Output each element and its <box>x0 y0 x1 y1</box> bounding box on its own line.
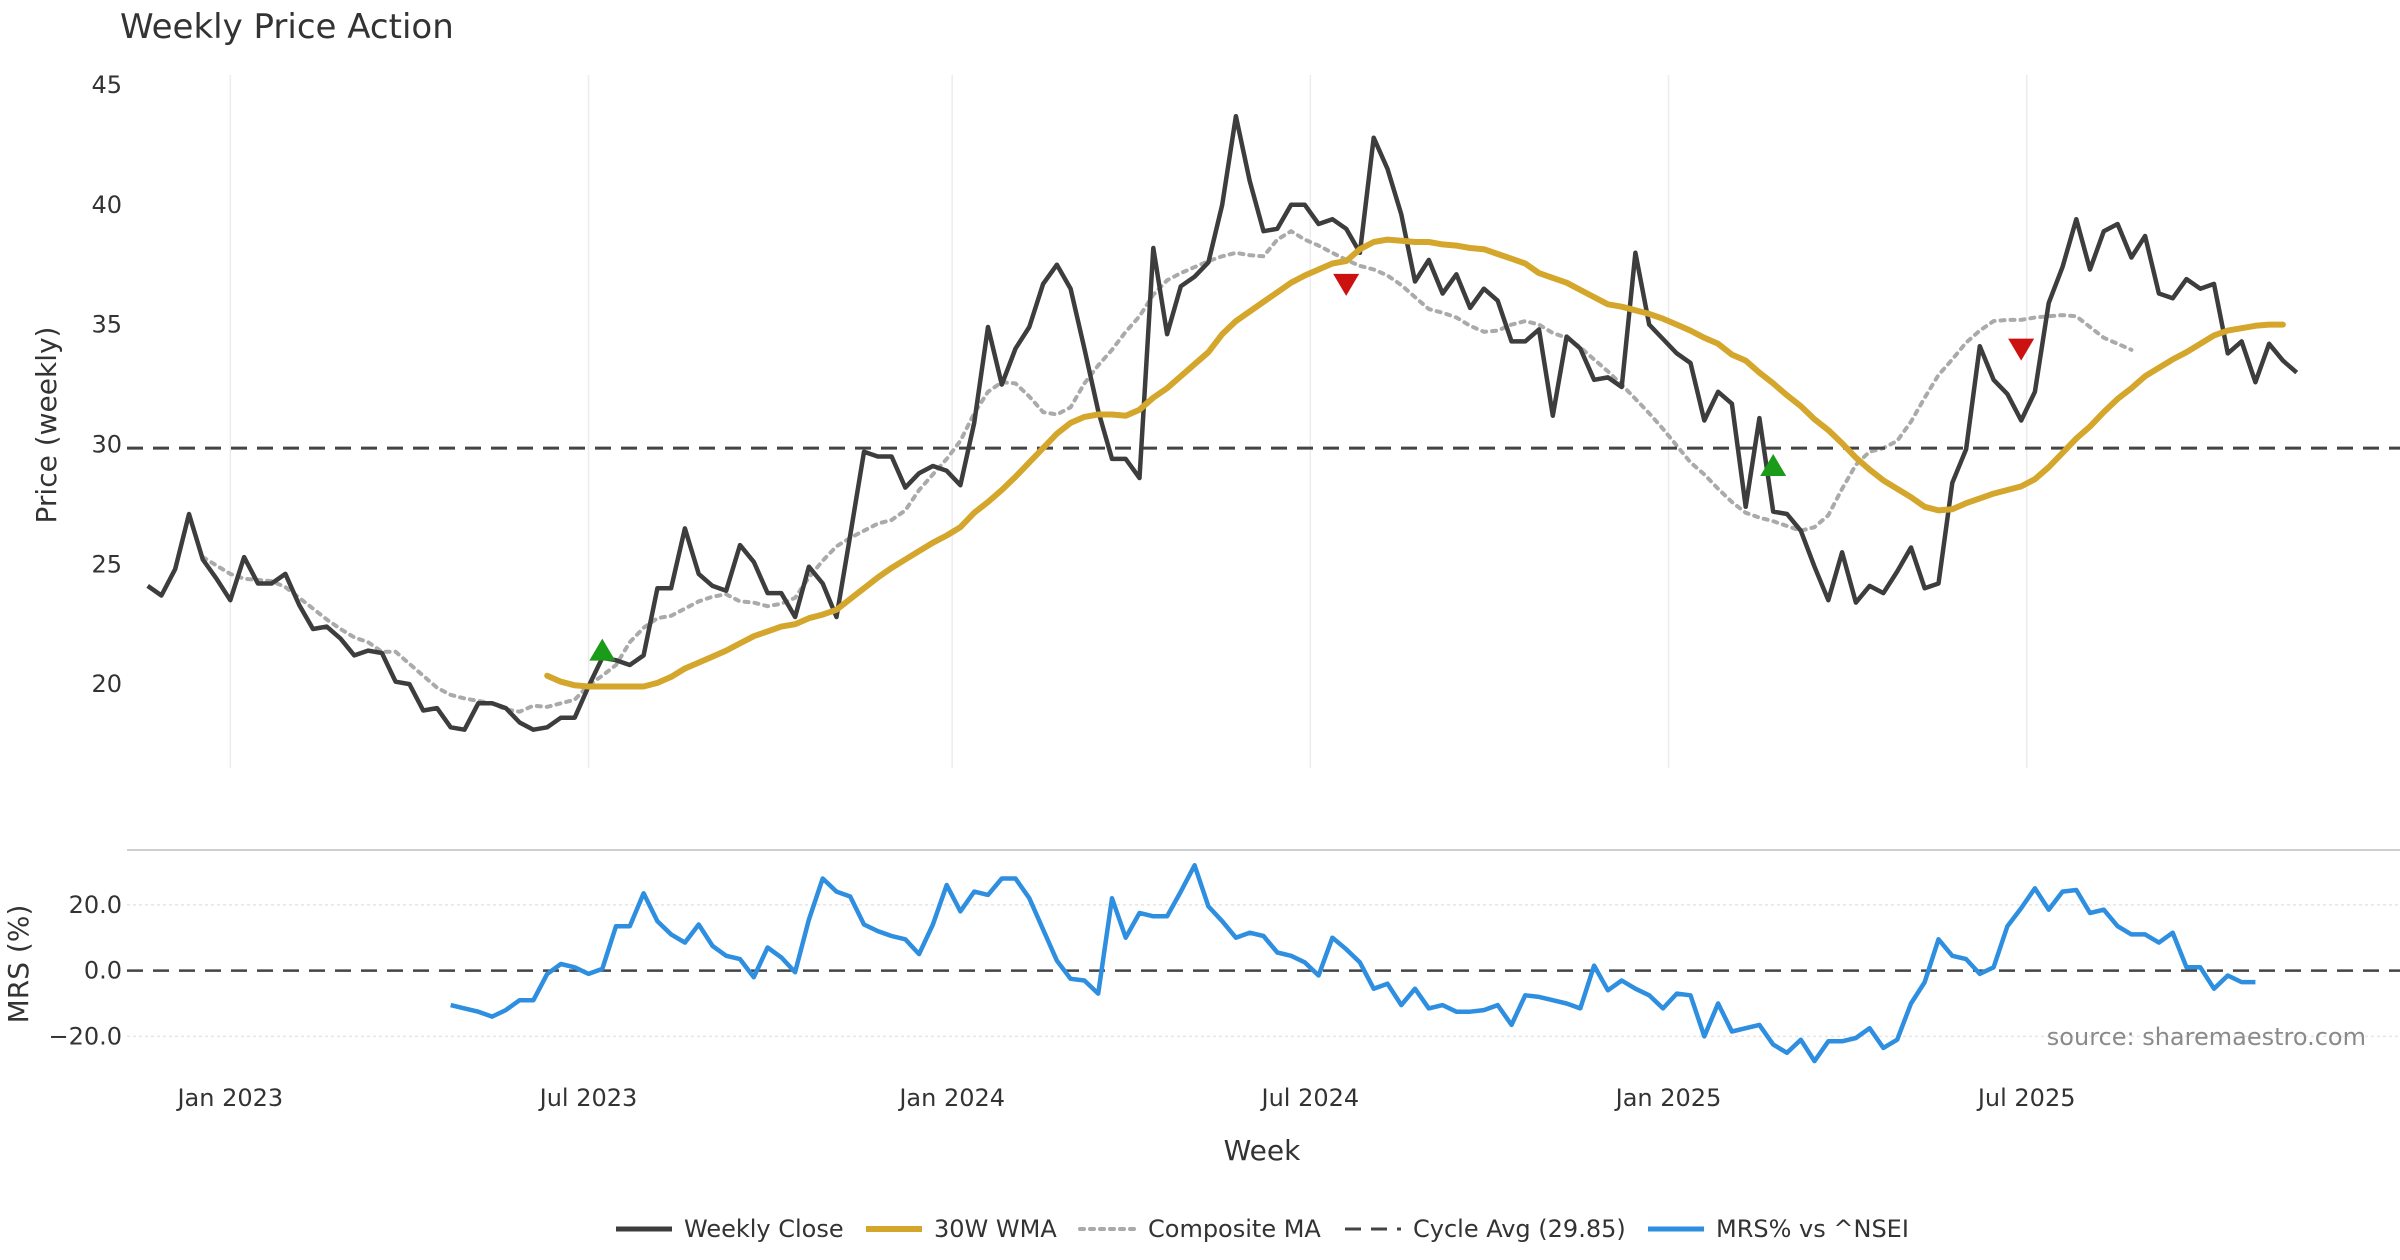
legend-label: MRS% vs ^NSEI <box>1716 1215 1909 1243</box>
composite-ma-line <box>200 228 2134 714</box>
mrs-y-tick-label: −20.0 <box>48 1022 122 1050</box>
x-axis-label: Week <box>1224 1134 1301 1167</box>
legend-item-composite-ma: Composite MA <box>1078 1215 1321 1243</box>
mrs-y-ticks: −20.0 0.0 20.0 <box>48 891 122 1051</box>
sell-signal-marker <box>1333 273 1360 296</box>
buy-signal-marker <box>589 638 616 661</box>
price-y-tick-label: 35 <box>91 311 122 339</box>
mrs-y-axis-label: MRS (%) <box>2 905 35 1024</box>
legend-item-mrs: MRS% vs ^NSEI <box>1648 1215 1909 1243</box>
mrs-series <box>450 863 2256 1064</box>
wma-30w-line <box>544 236 2286 690</box>
price-y-tick-label: 20 <box>91 670 122 698</box>
mrs-line <box>450 863 2256 1064</box>
price-y-tick-label: 25 <box>91 550 122 578</box>
x-tick-label: Jul 2025 <box>1976 1084 2076 1112</box>
legend: Weekly Close 30W WMA Composite MA Cycle … <box>616 1215 1909 1243</box>
x-tick-label: Jul 2023 <box>538 1084 638 1112</box>
source-label: source: sharemaestro.com <box>2047 1023 2366 1051</box>
mrs-gridlines <box>127 904 2400 1038</box>
mrs-y-tick-label: 20.0 <box>69 891 122 919</box>
legend-label: Cycle Avg (29.85) <box>1413 1215 1626 1243</box>
legend-item-30w-wma: 30W WMA <box>866 1215 1057 1243</box>
legend-label: Weekly Close <box>684 1215 844 1243</box>
chart-title: Weekly Price Action <box>120 7 454 47</box>
mrs-y-tick-label: 0.0 <box>84 957 122 985</box>
price-gridlines <box>229 75 2028 768</box>
price-y-tick-label: 45 <box>91 71 122 99</box>
x-tick-label: Jan 2023 <box>175 1084 283 1112</box>
weekly-close-line <box>146 113 2299 732</box>
buy-signal-marker <box>1760 454 1787 477</box>
legend-label: 30W WMA <box>934 1215 1057 1243</box>
price-y-tick-label: 40 <box>91 191 122 219</box>
signal-markers <box>589 273 2035 661</box>
x-axis-ticks: Jan 2023 Jul 2023 Jan 2024 Jul 2024 Jan 2025… <box>175 1084 2075 1112</box>
x-tick-label: Jul 2024 <box>1260 1084 1360 1112</box>
legend-item-weekly-close: Weekly Close <box>616 1215 844 1243</box>
price-y-axis-label: Price (weekly) <box>30 327 63 524</box>
legend-label: Composite MA <box>1148 1215 1321 1243</box>
price-y-ticks: 20 25 30 35 40 45 <box>91 71 122 698</box>
price-series <box>127 113 2400 732</box>
price-y-tick-label: 30 <box>91 430 122 458</box>
sell-signal-marker <box>2008 338 2035 361</box>
x-tick-label: Jan 2024 <box>897 1084 1005 1112</box>
x-tick-label: Jan 2025 <box>1614 1084 1722 1112</box>
legend-item-cycle-avg: Cycle Avg (29.85) <box>1345 1215 1626 1243</box>
